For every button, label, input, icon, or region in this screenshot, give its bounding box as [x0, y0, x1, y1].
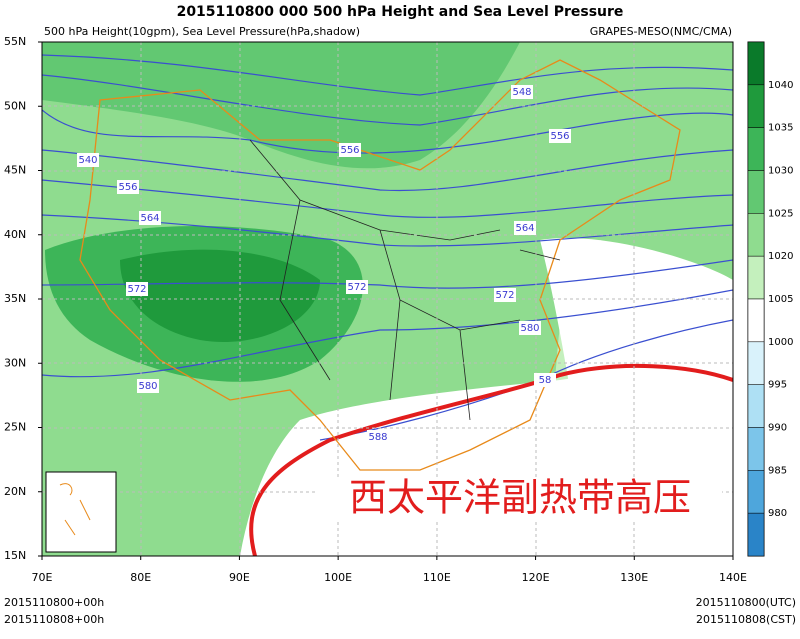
map-layer: [42, 42, 733, 556]
colorbar-label: 980: [768, 508, 787, 519]
colorbar-swatch: [747, 341, 765, 385]
lat-label: 15N: [4, 549, 26, 562]
contour-label-bg: [126, 282, 148, 296]
colorbar-swatch: [747, 470, 765, 514]
contour-label-bg: [77, 153, 99, 167]
contour-label: 548: [512, 87, 531, 98]
lat-label: 20N: [4, 485, 26, 498]
colorbar-swatch: [747, 512, 765, 557]
contour-label-bg: [519, 321, 541, 335]
colorbar-label: 1040: [768, 80, 793, 91]
colorbar-label: 1025: [768, 208, 793, 219]
colorbar-label: 985: [768, 465, 787, 476]
colorbar-label: 1035: [768, 123, 793, 134]
contour-label-bg: [367, 430, 389, 444]
lon-label: 90E: [229, 571, 250, 584]
lat-label: 30N: [4, 356, 26, 369]
contour-label-bg: [139, 211, 161, 225]
colorbar-swatch: [747, 41, 765, 86]
lon-label: 130E: [620, 571, 648, 584]
contour-label-bg: [117, 180, 139, 194]
lon-label: 80E: [130, 571, 151, 584]
colorbar-swatch: [747, 213, 765, 257]
footer-right-2: 2015110808(CST): [696, 613, 796, 626]
contour-label-bg: [511, 85, 533, 99]
contour-label: 572: [347, 282, 366, 293]
contour-label: 556: [550, 131, 569, 142]
contour-label-bg: [494, 288, 516, 302]
colorbar-label: 1030: [768, 166, 793, 177]
contour-label: 572: [495, 290, 514, 301]
contour-label-bg: [534, 373, 556, 387]
colorbar-swatch: [747, 127, 765, 171]
colorbar-swatch: [747, 170, 765, 214]
lon-label: 70E: [32, 571, 53, 584]
contour-label-bg: [514, 221, 536, 235]
contour-label: 588: [368, 432, 387, 443]
colorbar-swatch: [747, 84, 765, 128]
annotation-bg: [318, 478, 722, 522]
contour-label: 572: [127, 284, 146, 295]
colorbar-label: 1020: [768, 251, 793, 262]
lon-label: 140E: [719, 571, 747, 584]
lon-label: 110E: [423, 571, 451, 584]
lat-label: 55N: [4, 35, 26, 48]
annotation: 西太平洋副热带高压: [349, 476, 691, 520]
footer-right-1: 2015110800(UTC): [696, 596, 796, 609]
lat-label: 35N: [4, 292, 26, 305]
footer-left-1: 2015110800+00h: [4, 596, 104, 609]
colorbar-swatch: [747, 255, 765, 300]
contour-label: 580: [138, 381, 157, 392]
inset-map: [45, 471, 117, 553]
colorbar-swatch: [747, 384, 765, 428]
lat-label: 45N: [4, 164, 26, 177]
lon-label: 100E: [324, 571, 352, 584]
lon-label: 120E: [522, 571, 550, 584]
footer-left-2: 2015110808+00h: [4, 613, 104, 626]
subtitle-right: GRAPES-MESO(NMC/CMA): [590, 25, 732, 38]
contour-label: 564: [515, 223, 534, 234]
colorbar-swatch: [747, 298, 765, 343]
title: 2015110800 000 500 hPa Height and Sea Le…: [177, 4, 624, 20]
contour-label: 580: [520, 323, 539, 334]
contour-label-bg: [339, 143, 361, 157]
contour-label: 58: [539, 375, 552, 386]
subtitle-left: 500 hPa Height(10gpm), Sea Level Pressur…: [44, 25, 360, 38]
lat-label: 40N: [4, 228, 26, 241]
contour-label: 540: [78, 155, 97, 166]
colorbar-label: 1005: [768, 294, 793, 305]
contour-label-bg: [549, 129, 571, 143]
colorbar-label: 995: [768, 380, 787, 391]
lat-label: 25N: [4, 421, 26, 434]
colorbar-label: 1000: [768, 337, 793, 348]
contour-label-bg: [346, 280, 368, 294]
contour-label-bg: [137, 379, 159, 393]
contour-label: 556: [118, 182, 137, 193]
lat-label: 50N: [4, 99, 26, 112]
inset-islands: [59, 483, 91, 536]
colorbar-label: 990: [768, 423, 787, 434]
contour-label: 556: [340, 145, 359, 156]
contour-label: 564: [140, 213, 159, 224]
colorbar-swatch: [747, 427, 765, 471]
